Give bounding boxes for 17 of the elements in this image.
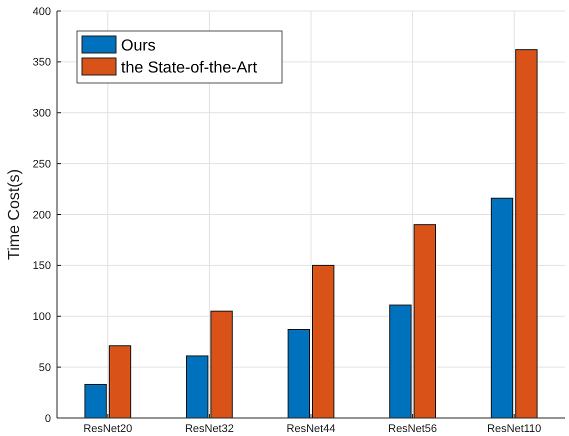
y-tick-label: 0 [44, 412, 51, 425]
y-tick-label: 50 [38, 362, 51, 374]
y-tick-label: 250 [32, 158, 51, 170]
y-tick-label: 200 [32, 209, 51, 222]
x-tick-label: ResNet32 [184, 423, 234, 435]
x-tick-label: ResNet20 [83, 423, 132, 435]
legend-label: Ours [121, 38, 156, 55]
y-tick-label: 350 [32, 56, 51, 69]
x-tick-label: ResNet110 [487, 423, 542, 435]
legend-label: the State-of-the-Art [121, 60, 258, 77]
y-tick-label: 150 [32, 260, 51, 272]
y-axis-title: Time Cost(s) [6, 169, 23, 260]
x-tick-label: ResNet56 [388, 423, 438, 435]
y-tick-label: 300 [32, 108, 51, 120]
x-tick-label: ResNet44 [286, 423, 336, 435]
y-tick-label: 100 [32, 311, 51, 324]
y-tick-label: 400 [32, 6, 51, 18]
